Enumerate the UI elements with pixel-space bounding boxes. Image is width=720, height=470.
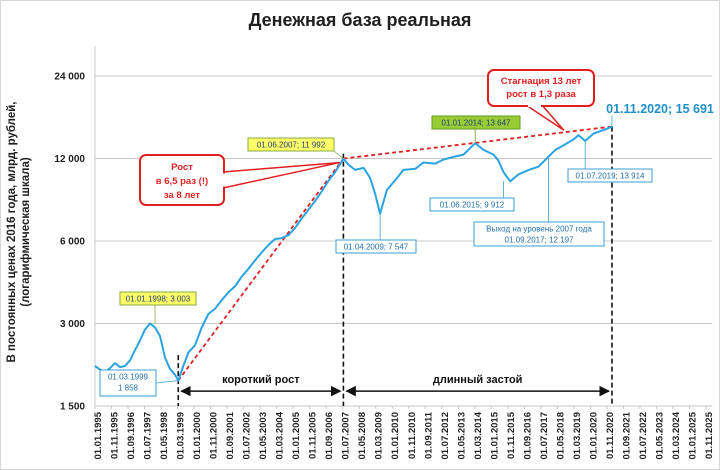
x-tick-label: 01.05.2008 (357, 412, 368, 460)
x-tick-label: 01.05.2013 (456, 412, 467, 460)
x-tick-label: 01.01.2005 (291, 411, 302, 459)
x-tick-label: 01.05.1998 (159, 412, 170, 460)
y-tick-label: 24 000 (54, 72, 85, 83)
annotation-label: 1 858 (118, 384, 139, 393)
callout-seam (221, 173, 225, 187)
annotation-label: 01.06.2015; 9 912 (440, 201, 505, 210)
annotation-box (119, 291, 197, 306)
y-tick-label: 1 500 (60, 402, 85, 413)
x-tick-label: 01.03.1999 (176, 412, 187, 460)
annotation-label: Выход на уровень 2007 года (486, 225, 592, 234)
annotation-box (335, 239, 417, 254)
x-tick-label: 01.05.2018 (555, 412, 566, 460)
annotation-box (429, 197, 515, 212)
x-tick-label: 01.01.2020 (588, 412, 599, 460)
x-tick-label: 01.11.2000 (209, 412, 220, 459)
x-tick-label: 01.07.2012 (440, 412, 451, 460)
callout-stagnation: Стагнация 13 лет рост в 1,3 раза (487, 69, 595, 131)
x-tick-label: 01.09.2001 (225, 411, 236, 459)
x-tick-label: 01.01.2000 (192, 412, 203, 460)
callout-text: в 6,5 раз (!) (156, 176, 208, 187)
x-tick-label: 01.09.2006 (324, 412, 335, 460)
x-tick-label: 01.09.2021 (621, 411, 632, 459)
annotation-box (431, 115, 521, 130)
callout-pointer (525, 104, 565, 131)
annotation-label: 01.06.2007; 11 992 (257, 141, 326, 150)
callout-seam (528, 103, 541, 107)
x-tick-label: 01.01.2010 (390, 412, 401, 460)
x-tick-label: 01.01.2015 (489, 411, 500, 459)
annotation-box (567, 168, 653, 183)
x-tick-label: 01.11.2025 (704, 411, 715, 459)
x-tick-label: 01.03.2004 (275, 411, 286, 459)
annotation-label: 01.04.2009; 7 547 (344, 243, 409, 252)
x-tick-label: 01.07.1997 (143, 412, 154, 460)
annotation-box (99, 369, 157, 397)
period-label: короткий рост (222, 374, 300, 386)
x-tick-label: 01.11.2015 (506, 411, 517, 459)
x-tick-label: 01.05.2003 (258, 412, 269, 460)
annotation-label: 01.01.2014; 13 647 (442, 119, 512, 128)
x-tick-label: 01.07.2017 (539, 412, 550, 460)
y-tick-label: 6 000 (60, 237, 85, 248)
annotation-label: 01.11.2020; 15 691 (606, 102, 714, 116)
callout-text: за 8 лет (164, 190, 201, 201)
series-line (94, 125, 613, 382)
x-tick-label: 01.03.2014 (473, 411, 484, 459)
callout-text: рост в 1,3 раза (506, 89, 576, 100)
annotation-label: 01.07.2019; 13 914 (576, 172, 646, 181)
x-tick-label: 01.03.2024 (671, 411, 682, 459)
x-tick-label: 01.03.2019 (572, 412, 583, 460)
annotation-label: 01.01.1998; 3 003 (126, 295, 191, 304)
callout-growth: Рост в 6,5 раз (!) за 8 лет (139, 154, 341, 206)
x-tick-label: 01.09.1996 (126, 412, 137, 460)
annotation-leader (333, 150, 344, 159)
x-tick-label: 01.11.2010 (407, 412, 418, 459)
x-tick-label: 01.11.2005 (308, 411, 319, 459)
chart-title: Денежная база реальная (248, 10, 472, 30)
callout-text: Стагнация 13 лет (501, 76, 582, 87)
y-tick-label: 3 000 (60, 319, 85, 330)
y-tick-label: 12 000 (54, 154, 85, 165)
annotation-label: 01.09.2017; 12 197 (505, 236, 575, 245)
x-tick-label: 01.07.2022 (638, 412, 649, 460)
callout-pointer (222, 161, 341, 189)
period-label: длинный застой (433, 374, 523, 386)
x-tick-label: 01.05.2023 (654, 412, 665, 460)
x-tick-label: 01.09.2011 (423, 411, 434, 459)
x-tick-label: 01.11.1995 (110, 411, 121, 459)
annotation-box (473, 221, 605, 247)
x-tick-label: 01.11.2020 (605, 412, 616, 459)
x-tick-label: 01.01.2025 (687, 411, 698, 459)
annotation-label: 01.03.1999 (108, 373, 149, 382)
x-tick-label: 01.01.1995 (93, 411, 104, 459)
x-tick-label: 01.07.2002 (242, 412, 253, 460)
x-tick-label: 01.09.2016 (522, 412, 533, 460)
annotation-leader (155, 380, 179, 384)
annotation-box (247, 137, 335, 152)
x-tick-label: 01.07.2007 (341, 412, 352, 460)
trend-line (343, 125, 613, 160)
x-tick-label: 01.03.2009 (374, 412, 385, 460)
callout-text: Рост (171, 162, 193, 173)
